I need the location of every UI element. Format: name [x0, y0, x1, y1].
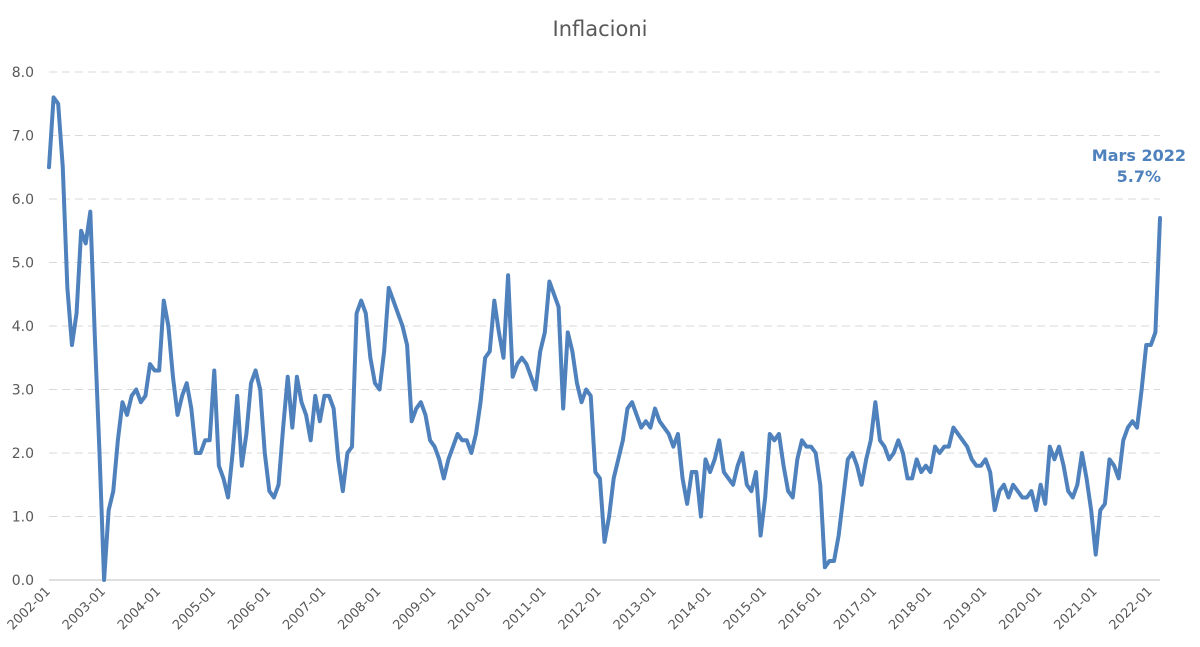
x-tick-label: 2006-01 — [225, 584, 274, 633]
x-tick-label: 2005-01 — [170, 584, 219, 633]
x-tick-label: 2021-01 — [1052, 584, 1101, 633]
y-tick-label: 4.0 — [12, 319, 34, 335]
x-tick-label: 2017-01 — [831, 584, 880, 633]
x-tick-label: 2013-01 — [611, 584, 660, 633]
y-tick-label: 2.0 — [12, 446, 34, 462]
annotation: Mars 2022 5.7% — [1092, 146, 1186, 186]
x-tick-label: 2008-01 — [335, 584, 384, 633]
gridlines — [49, 71, 1160, 517]
x-tick-label: 2011-01 — [501, 584, 550, 633]
annotation-value-label: 5.7% — [1117, 167, 1161, 186]
x-tick-label: 2002-01 — [5, 584, 54, 633]
y-tick-label: 6.0 — [12, 192, 34, 208]
x-tick-label: 2020-01 — [996, 584, 1045, 633]
x-tick-label: 2019-01 — [941, 584, 990, 633]
x-tick-label: 2009-01 — [390, 584, 439, 633]
x-tick-label: 2007-01 — [280, 584, 329, 633]
y-tick-label: 1.0 — [12, 510, 34, 526]
x-tick-label: 2010-01 — [446, 584, 495, 633]
x-tick-label: 2022-01 — [1107, 584, 1156, 633]
chart-title: Inflacioni — [553, 17, 648, 41]
x-tick-label: 2015-01 — [721, 584, 770, 633]
annotation-date-label: Mars 2022 — [1092, 146, 1186, 165]
y-tick-label: 3.0 — [12, 383, 34, 399]
y-tick-label: 7.0 — [12, 129, 34, 145]
y-tick-label: 0.0 — [12, 573, 34, 589]
series-line-inflation — [47, 95, 1162, 582]
y-tick-label: 5.0 — [12, 256, 34, 272]
x-tick-label: 2014-01 — [666, 584, 715, 633]
x-tick-label: 2012-01 — [556, 584, 605, 633]
x-tick-label: 2003-01 — [60, 584, 109, 633]
x-axis-ticks: 2002-01 2003-01 2004-01 2005-01 2006-01 2007-… — [5, 584, 1156, 633]
y-tick-label: 8.0 — [12, 65, 34, 81]
y-axis-ticks: 0.0 1.0 2.0 3.0 4.0 5.0 6.0 7.0 8.0 — [12, 65, 34, 589]
x-tick-label: 2004-01 — [115, 584, 164, 633]
x-tick-label: 2016-01 — [776, 584, 825, 633]
x-tick-label: 2018-01 — [886, 584, 935, 633]
